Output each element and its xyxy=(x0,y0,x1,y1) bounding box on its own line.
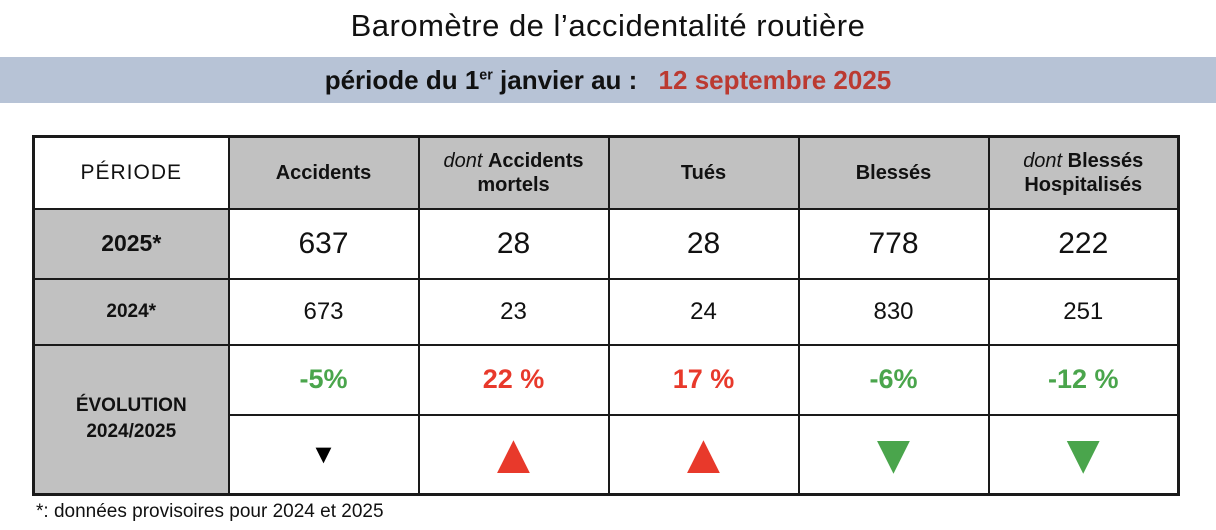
evolution-percent-blesses: -6% xyxy=(797,343,990,416)
evolution-percent-blesses-hospitalises: -12 % xyxy=(987,343,1180,416)
trend-up-icon: ▲ xyxy=(485,422,542,486)
trend-down-icon: ▼ xyxy=(865,422,922,486)
period-header-cell: PÉRIODE xyxy=(32,135,230,210)
provisional-data-footnote: *: données provisoires pour 2024 et 2025 xyxy=(36,501,384,522)
period-label: période du 1er janvier au : xyxy=(324,64,645,95)
evolution-arrow-tues: ▲ xyxy=(607,413,800,496)
value-2025-accidents-mortels: 28 xyxy=(417,207,610,280)
row-label-2024: 2024* xyxy=(32,277,230,346)
ordinal-superscript: er xyxy=(479,66,493,83)
value-2025-blesses-hospitalises: 222 xyxy=(987,207,1180,280)
evolution-arrow-accidents: ▼ xyxy=(227,413,420,496)
evolution-arrow-blesses: ▼ xyxy=(797,413,990,496)
evolution-arrow-accidents-mortels: ▲ xyxy=(417,413,610,496)
page-title: Baromètre de l’accidentalité routière xyxy=(350,8,866,43)
table-header-row: PÉRIODE Accidents dont Accidents mortels… xyxy=(32,135,1180,210)
trend-up-icon: ▲ xyxy=(675,422,732,486)
value-2025-accidents: 637 xyxy=(227,207,420,280)
row-label-2025: 2025* xyxy=(32,207,230,280)
value-2025-tues: 28 xyxy=(607,207,800,280)
period-banner: période du 1er janvier au : 12 septembre… xyxy=(0,57,1216,103)
evolution-percent-accidents-mortels: 22 % xyxy=(417,343,610,416)
column-header-blesses: Blessés xyxy=(797,135,990,210)
evolution-percent-accidents: -5% xyxy=(227,343,420,416)
value-2024-blesses-hospitalises: 251 xyxy=(987,277,1180,346)
value-2024-accidents-mortels: 23 xyxy=(417,277,610,346)
evolution-arrow-row: ▼ ▲ ▲ ▼ ▼ xyxy=(34,413,1180,496)
row-label-evolution: ÉVOLUTION 2024/2025 xyxy=(32,343,230,496)
column-header-accidents: Accidents xyxy=(227,135,420,210)
column-header-blesses-hospitalises: dont Blessés Hospitalisés xyxy=(987,135,1180,210)
trend-down-icon: ▼ xyxy=(1055,422,1111,486)
column-header-accidents-mortels: dont Accidents mortels xyxy=(417,135,610,210)
evolution-percent-row: ÉVOLUTION 2024/2025 -5% 22 % 17 % -6% -1… xyxy=(32,343,1180,496)
period-date: 12 septembre 2025 xyxy=(658,64,892,95)
table-row-2025: 2025* 637 28 28 778 222 xyxy=(32,207,1180,280)
value-2024-tues: 24 xyxy=(607,277,800,346)
evolution-arrow-blesses-hospitalises: ▼ xyxy=(987,413,1180,496)
value-2025-blesses: 778 xyxy=(797,207,990,280)
table-row-2024: 2024* 673 23 24 830 251 xyxy=(32,277,1180,346)
evolution-percent-tues: 17 % xyxy=(607,343,800,416)
value-2024-accidents: 673 xyxy=(227,277,420,346)
accident-statistics-table: PÉRIODE Accidents dont Accidents mortels… xyxy=(32,135,1180,496)
trend-down-icon: ▼ xyxy=(310,438,337,469)
value-2024-blesses: 830 xyxy=(797,277,990,346)
column-header-tues: Tués xyxy=(607,135,800,210)
